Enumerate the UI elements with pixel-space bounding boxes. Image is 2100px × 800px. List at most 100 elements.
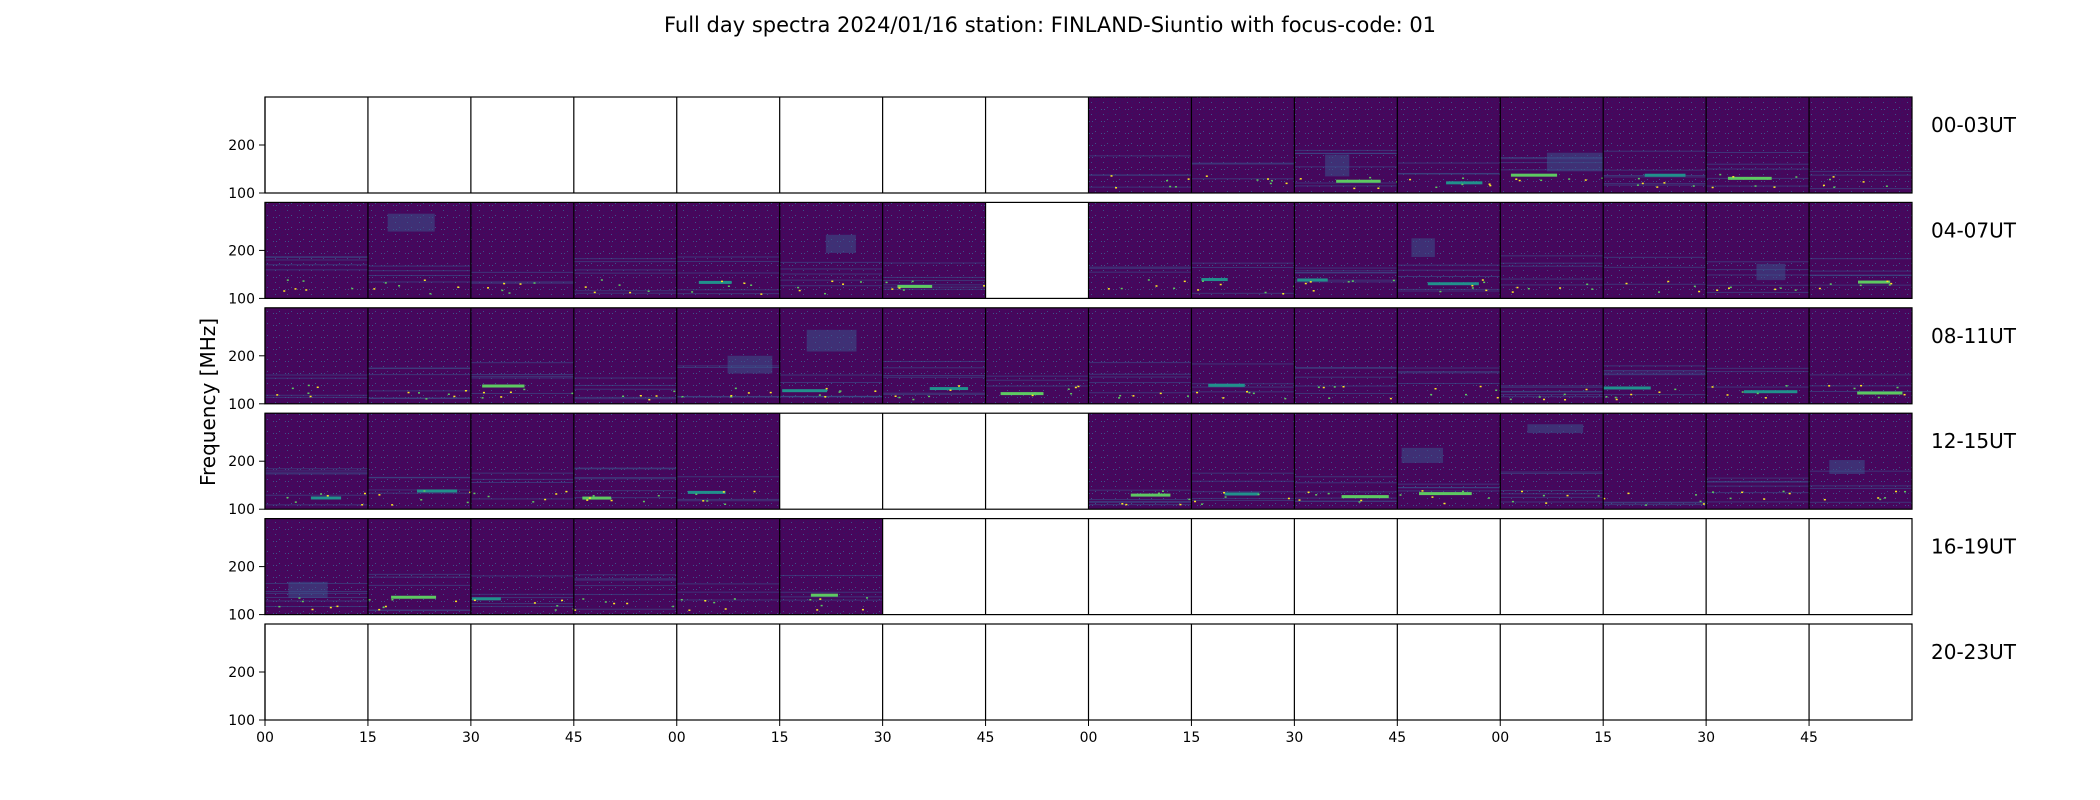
interference-line <box>265 269 368 271</box>
emission-patch <box>727 355 773 374</box>
interference-line <box>779 285 883 287</box>
emission-speck <box>1663 182 1666 184</box>
emission-speck <box>1563 393 1566 396</box>
interference-line <box>470 478 574 480</box>
emission-speck <box>407 391 410 394</box>
emission-speck <box>1637 177 1640 180</box>
emission-speck <box>582 598 585 600</box>
emission-speck <box>1511 500 1514 503</box>
spectrogram-fill <box>470 307 574 404</box>
emission-speck <box>695 493 698 496</box>
emission-speck <box>326 495 329 497</box>
emission-speck <box>1886 280 1889 283</box>
emission-speck <box>1822 184 1825 187</box>
interference-line <box>470 482 574 484</box>
emission-patch <box>1401 447 1443 463</box>
interference-line <box>779 596 883 598</box>
emission-speck <box>1485 289 1488 292</box>
spectrogram-fill <box>1809 307 1912 404</box>
emission-speck <box>1304 282 1307 285</box>
spectrum-panel <box>779 202 883 299</box>
emission-speck <box>584 286 587 288</box>
x-tick-label: 45 <box>1388 730 1406 746</box>
interference-line <box>1088 373 1192 375</box>
emission-speck <box>824 396 827 398</box>
emission-speck <box>1077 385 1080 388</box>
interference-line <box>1603 283 1707 285</box>
emission-band <box>482 384 525 388</box>
emission-speck <box>866 597 869 599</box>
spectrogram-fill <box>1191 97 1295 193</box>
spectrum-panel <box>470 307 574 404</box>
interference-line <box>470 271 574 273</box>
interference-line <box>1397 367 1501 369</box>
emission-speck <box>1173 287 1176 290</box>
spectrum-panel <box>1499 413 1604 510</box>
interference-line <box>265 396 368 398</box>
emission-speck <box>1287 497 1290 500</box>
emission-speck <box>532 501 535 503</box>
emission-speck <box>1360 499 1363 502</box>
emission-speck <box>554 609 557 611</box>
emission-speck <box>1159 392 1162 395</box>
interference-line <box>882 262 986 264</box>
emission-speck <box>1483 281 1486 284</box>
emission-speck <box>1754 185 1757 187</box>
emission-speck <box>1166 179 1169 182</box>
emission-speck <box>1257 493 1260 496</box>
emission-speck <box>713 601 716 604</box>
interference-line <box>573 585 677 587</box>
interference-line <box>779 268 883 270</box>
interference-line <box>1397 264 1501 266</box>
emission-speck <box>1118 397 1121 399</box>
interference-line <box>265 256 368 258</box>
spectrum-panel <box>1190 413 1295 510</box>
emission-speck <box>361 504 364 506</box>
spectrum-panel <box>1602 202 1708 299</box>
emission-speck <box>691 291 694 293</box>
emission-speck <box>1674 388 1677 391</box>
emission-band <box>1130 493 1171 497</box>
spectrum-panel <box>1293 202 1398 299</box>
emission-speck <box>1431 496 1434 498</box>
interference-line <box>470 575 574 577</box>
x-tick-label: 15 <box>1594 730 1612 746</box>
emission-speck <box>1389 397 1392 400</box>
emission-band <box>929 387 969 391</box>
emission-speck <box>373 288 376 290</box>
interference-line <box>1500 386 1604 388</box>
emission-speck <box>1904 490 1907 493</box>
spectrogram-fill <box>1191 202 1295 299</box>
emission-speck <box>1538 396 1541 398</box>
interference-line <box>1500 265 1604 267</box>
spectra-row <box>264 96 1913 194</box>
interference-line <box>676 256 780 258</box>
emission-speck <box>622 395 625 398</box>
emission-speck <box>1779 287 1782 289</box>
row-labels: 00-03UT 04-07UT 08-11UT 12-15UT 16-19UT 20-23… <box>1931 113 2017 664</box>
spectrum-panel <box>1293 97 1399 193</box>
emission-speck <box>1885 185 1888 187</box>
emission-speck <box>1712 491 1715 493</box>
spectrum-panel <box>1190 307 1295 404</box>
emission-speck <box>1223 491 1226 494</box>
emission-speck <box>1716 289 1719 291</box>
interference-line <box>1706 168 1810 170</box>
emission-speck <box>1586 283 1589 286</box>
spectrum-panel <box>1087 202 1192 299</box>
emission-speck <box>1516 286 1519 289</box>
y-tick-label: 200 <box>228 665 255 681</box>
emission-speck <box>302 280 305 282</box>
emission-speck <box>1471 284 1474 287</box>
emission-speck <box>1434 387 1437 390</box>
interference-line <box>1294 185 1398 187</box>
emission-speck <box>797 286 800 289</box>
interference-line <box>1397 372 1501 374</box>
spectrum-panel <box>1396 413 1501 510</box>
interference-line <box>1603 169 1707 171</box>
emission-speck <box>1031 394 1034 397</box>
emission-speck <box>861 608 864 611</box>
spectrum-panel <box>1396 97 1501 193</box>
interference-line <box>1500 391 1604 393</box>
interference-line <box>470 593 574 595</box>
